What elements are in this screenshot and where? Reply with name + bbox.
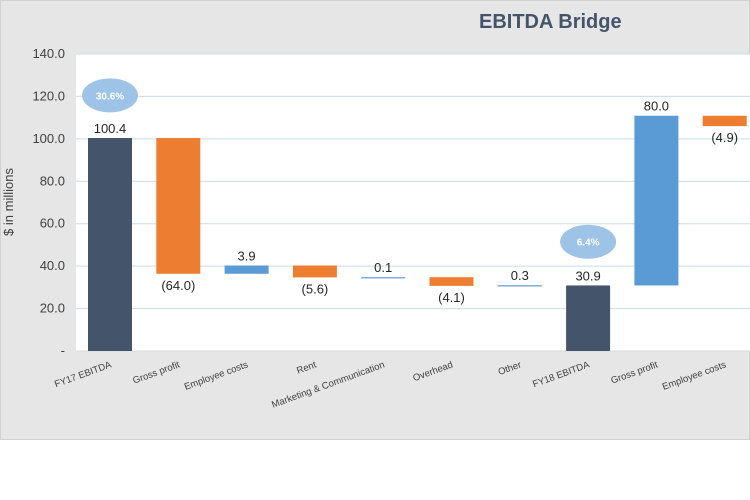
data-label: (4.9) (711, 130, 738, 145)
y-tick-label: 120.0 (32, 88, 65, 103)
data-label: 100.4 (94, 121, 127, 136)
increase-bar (361, 277, 406, 279)
margin-bubble-label: 30.6% (96, 91, 124, 102)
data-label: (4.1) (438, 290, 465, 305)
waterfall-chart: - 20.0 40.0 60.0 80.0 100.0 120.0 140.0 100.4 (6… (1, 46, 750, 411)
x-category-label: Rent (295, 359, 318, 376)
data-label: 0.3 (511, 268, 529, 283)
data-label: 80.0 (644, 99, 669, 114)
data-label: (64.0) (161, 278, 195, 293)
x-category-label: Employee costs (183, 359, 250, 392)
y-tick-label: 20.0 (40, 301, 65, 316)
data-label: 30.9 (575, 268, 600, 283)
data-label: (5.6) (302, 281, 329, 296)
x-category-label: Other (497, 359, 523, 377)
total-bar (88, 138, 132, 351)
x-category-label: Gross profit (131, 359, 181, 386)
decrease-bar (429, 277, 474, 286)
x-category-label: Employee costs (661, 359, 728, 392)
margin-bubble-label: 6.4% (577, 238, 600, 249)
y-tick-label: 40.0 (40, 258, 65, 273)
increase-bar (497, 285, 542, 287)
data-label: 0.1 (374, 260, 392, 275)
decrease-bar (292, 265, 337, 278)
y-tick-label: 60.0 (40, 216, 65, 231)
margin-bubble (560, 224, 617, 259)
y-axis-label: $ in millions (1, 168, 16, 236)
y-tick-label: 100.0 (32, 131, 65, 146)
margin-bubble (82, 78, 138, 113)
x-category-label: FY17 EBITDA (53, 359, 113, 390)
y-tick-label: 80.0 (40, 173, 65, 188)
data-label: 3.9 (238, 249, 256, 264)
decrease-bar (702, 115, 747, 127)
chart-panel: EBITDA Bridge - 20.0 40.0 60.0 80.0 100.0 120.… (0, 0, 750, 440)
decrease-bar (156, 138, 201, 274)
increase-bar (634, 115, 679, 286)
x-category-label: Marketing & Communication (270, 359, 386, 410)
x-category-label: Gross profit (610, 359, 660, 386)
y-tick-label: 140.0 (32, 46, 65, 61)
y-tick-label: - (61, 343, 65, 358)
x-category-label: Overhead (412, 359, 455, 384)
chart-title: EBITDA Bridge (479, 11, 622, 33)
increase-bar (224, 265, 269, 274)
total-bar (566, 285, 611, 351)
x-category-label: FY18 EBITDA (531, 359, 591, 390)
